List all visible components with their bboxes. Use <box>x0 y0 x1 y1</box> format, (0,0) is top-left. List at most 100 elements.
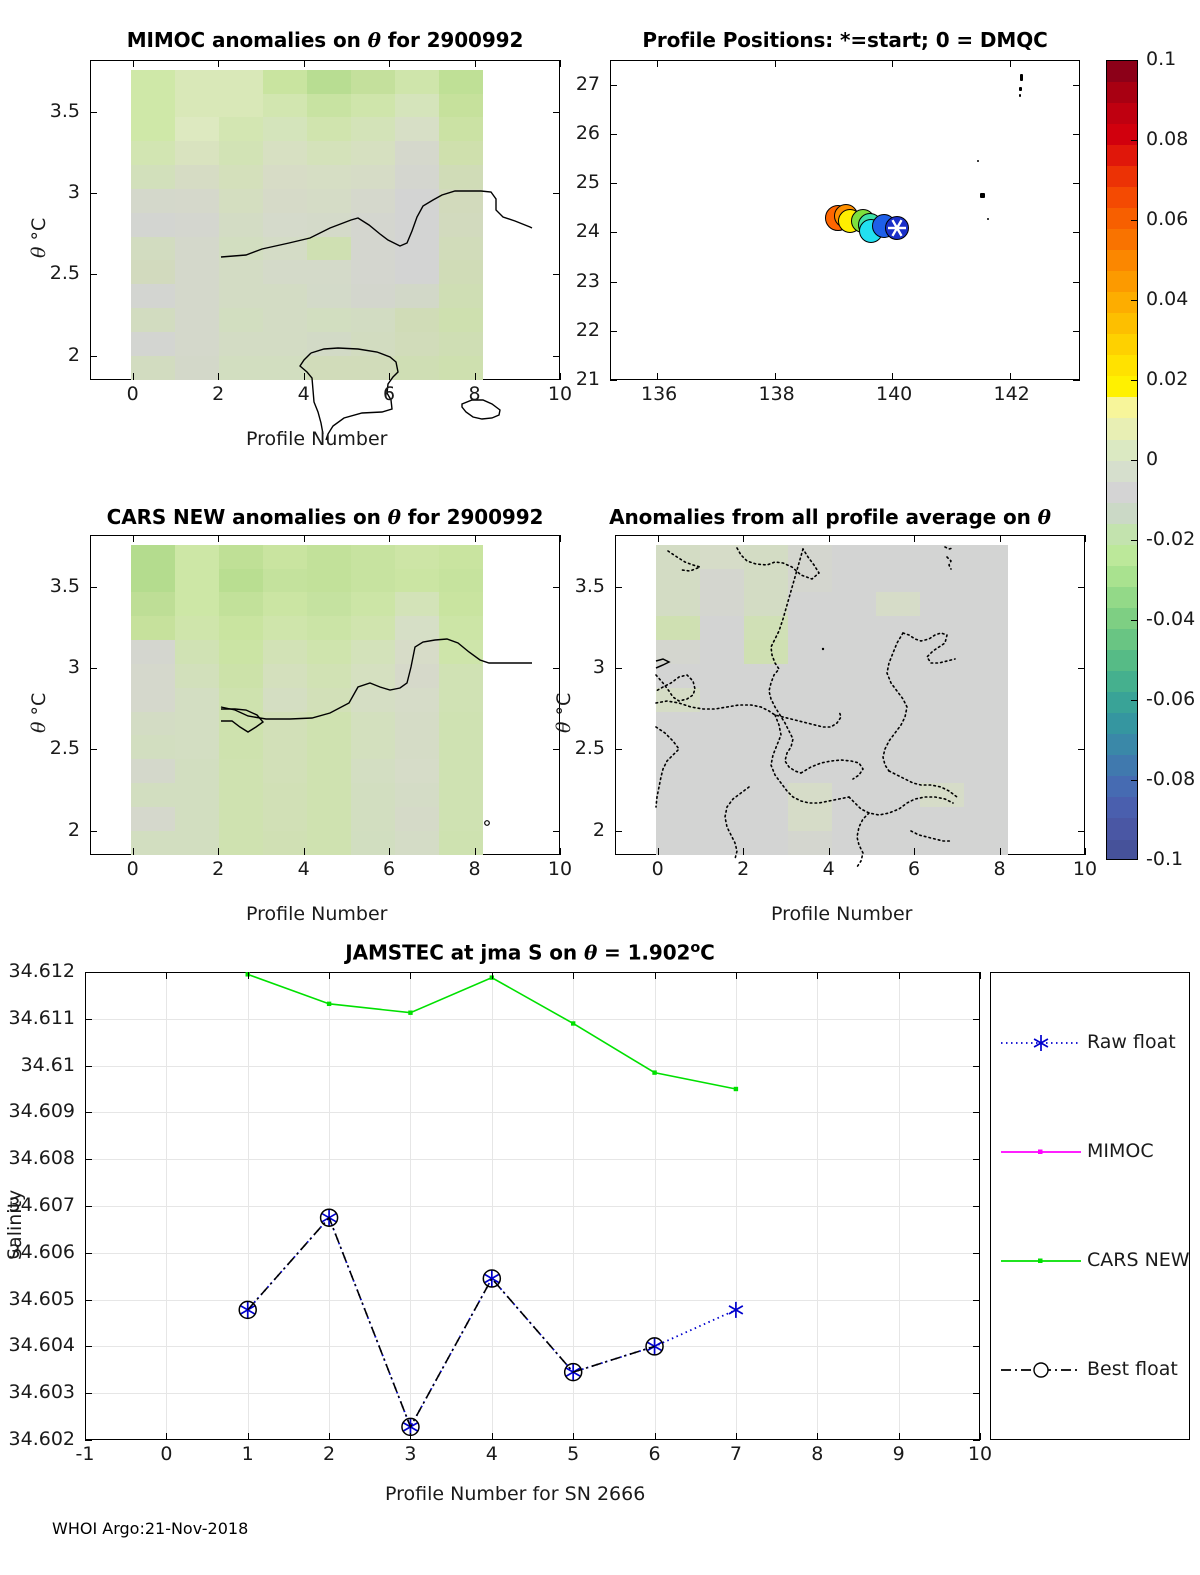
heatmap-cell <box>963 568 1008 593</box>
colorbar-segment <box>1107 607 1137 630</box>
heatmap-cell <box>438 735 483 760</box>
heatmap-cell <box>306 616 352 641</box>
heatmap-cell <box>438 759 483 784</box>
y-tick-mark <box>973 1346 980 1348</box>
y-tick-mark <box>1078 668 1085 670</box>
y-tick-label: 2 <box>67 343 80 366</box>
heatmap-cell <box>963 735 1008 760</box>
land-speck <box>977 159 980 162</box>
heatmap-cell <box>394 284 440 309</box>
heatmap-cell <box>306 735 352 760</box>
y-tick-mark <box>90 274 97 276</box>
x-tick-mark <box>491 972 493 979</box>
heatmap-cell <box>743 592 789 617</box>
land-speck <box>1019 94 1022 98</box>
heatmap-cell <box>963 616 1008 641</box>
y-tick-label: 34.612 <box>8 960 75 982</box>
heatmap-cell <box>394 70 440 95</box>
heatmap-cell <box>218 260 264 285</box>
jamstec-series-layer <box>238 972 744 1437</box>
y-tick-label: 34.604 <box>8 1334 75 1357</box>
legend-item-mimoc[interactable]: MIMOC <box>991 1137 1189 1167</box>
x-tick-mark <box>914 848 916 855</box>
heatmap-cell <box>743 759 789 784</box>
heatmap-cell <box>919 783 965 808</box>
heatmap-cell <box>394 807 440 832</box>
heatmap-cell <box>699 759 745 784</box>
y-tick-mark <box>1073 380 1080 381</box>
colorbar-segment <box>1107 797 1137 820</box>
heatmap-cell <box>963 687 1008 713</box>
heatmap-cell <box>394 640 440 665</box>
heatmap-cell <box>699 711 745 737</box>
heatmap-cell <box>350 260 396 285</box>
x-tick-label: 2 <box>212 383 225 405</box>
heatmap-cell <box>656 592 701 617</box>
x-tick-mark <box>743 535 745 542</box>
heatmap-cell <box>875 616 921 641</box>
heatmap-cell <box>394 355 440 380</box>
x-tick-mark <box>573 972 575 979</box>
heatmap-cell <box>743 735 789 760</box>
heatmap-cell <box>131 212 176 238</box>
heatmap-cell <box>306 188 352 214</box>
heatmap-cell <box>963 711 1008 737</box>
colorbar-segment <box>1107 102 1137 125</box>
colorbar-segment <box>1107 565 1137 588</box>
colorbar-segment <box>1107 502 1137 525</box>
heatmap-cell <box>438 616 483 641</box>
colorbar-segment <box>1107 355 1137 378</box>
heatmap-cell <box>262 355 308 380</box>
heatmap-cell <box>350 711 396 737</box>
heatmap-cell <box>262 711 308 737</box>
y-tick-label: 34.61 <box>20 1053 75 1076</box>
heatmap-cell <box>218 545 264 570</box>
colorbar-segment <box>1107 376 1137 399</box>
colorbar-segment <box>1107 481 1137 504</box>
heatmap-cell <box>262 260 308 285</box>
x-tick-mark <box>166 972 168 979</box>
legend-item-best-float[interactable]: Best float <box>991 1355 1189 1385</box>
heatmap-cell <box>394 830 440 855</box>
legend-item-cars-new[interactable]: CARS NEW <box>991 1246 1190 1276</box>
heatmap-cell <box>218 830 264 855</box>
y-tick-mark <box>90 668 97 670</box>
heatmap-cell <box>131 141 176 166</box>
y-tick-mark <box>553 830 560 832</box>
heatmap-cell <box>174 687 220 713</box>
heatmap-cell <box>963 807 1008 832</box>
colorbar-tick-label: 0.04 <box>1146 288 1189 310</box>
heatmap-cell <box>218 783 264 808</box>
heatmap-cell <box>787 592 833 617</box>
heatmap-cell <box>656 783 701 808</box>
heatmap-cell <box>394 735 440 760</box>
heatmap-cell <box>131 355 176 380</box>
heatmap-cell <box>438 545 483 570</box>
x-tick-label: 10 <box>1072 858 1098 880</box>
heatmap-cell <box>306 355 352 380</box>
heatmap-cell <box>919 616 965 641</box>
heatmap-cell <box>438 212 483 238</box>
heatmap-cell <box>963 640 1008 665</box>
y-tick-label: 25 <box>575 171 600 194</box>
land-speck <box>987 217 990 220</box>
heatmap-cell <box>350 165 396 190</box>
y-tick-mark <box>85 1206 92 1207</box>
y-tick-mark <box>85 1299 92 1301</box>
heatmap-cell <box>699 568 745 593</box>
gridline-horizontal <box>86 1065 979 1067</box>
x-tick-mark <box>1009 373 1011 380</box>
cars-heatmap <box>131 545 483 855</box>
heatmap-cell <box>174 260 220 285</box>
heatmap-cell <box>394 568 440 593</box>
y-tick-label: 21 <box>575 368 600 390</box>
y-tick-mark <box>90 111 97 113</box>
colorbar-segment <box>1107 165 1137 188</box>
heatmap-cell <box>743 568 789 593</box>
colorbar-tick-label: 0 <box>1146 448 1159 470</box>
y-tick-mark <box>610 232 617 234</box>
legend-item-raw-float[interactable]: Raw float <box>991 1028 1189 1058</box>
allavg-contours <box>655 546 958 868</box>
y-tick-mark <box>973 1299 980 1301</box>
heatmap-cell <box>218 141 264 166</box>
